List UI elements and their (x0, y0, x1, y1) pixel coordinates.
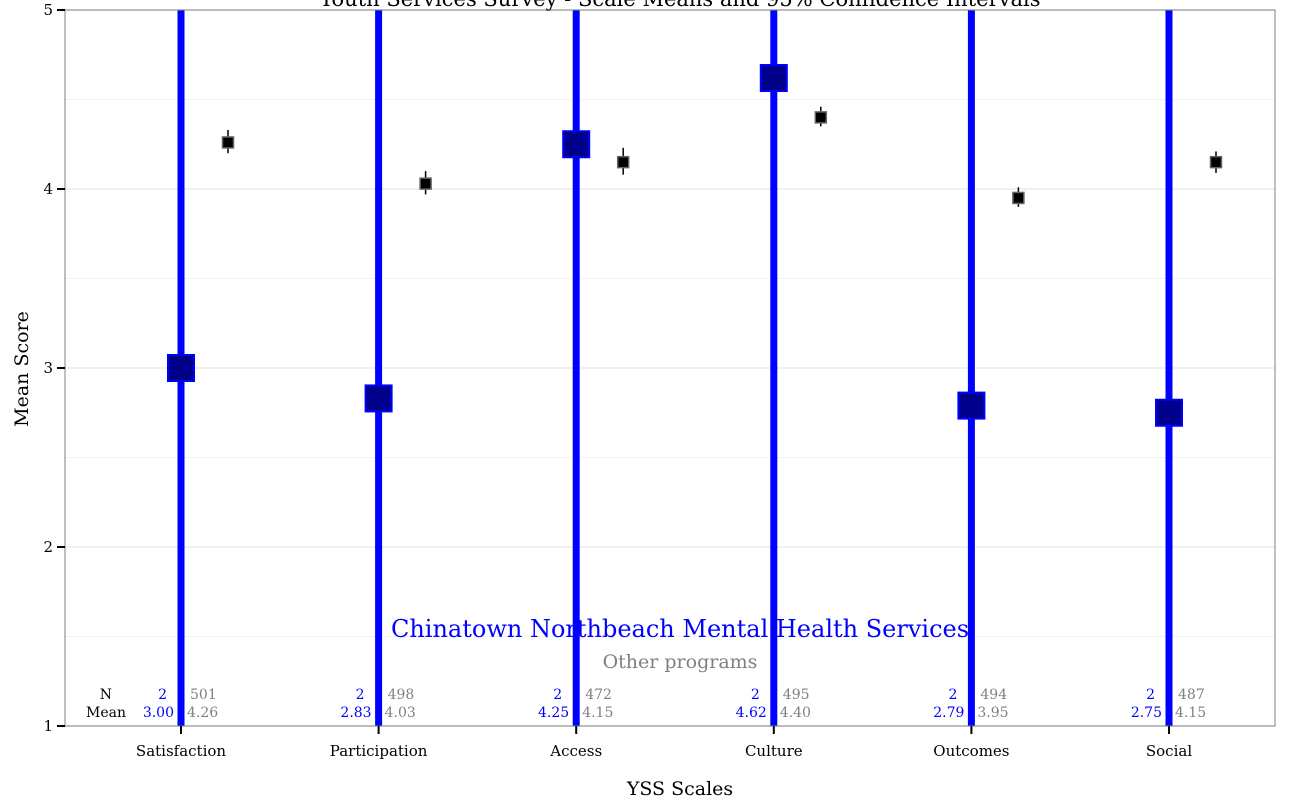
legend-entry-other: Other programs (603, 651, 758, 673)
mean-other: 4.15 (582, 705, 613, 721)
chart-title: Youth Services Survey - Scale Means and … (318, 0, 1040, 11)
point-other (1012, 191, 1025, 205)
mean-main: 2.79 (933, 705, 964, 721)
n-main: 2 (553, 687, 562, 703)
axes: 1 2 3 4 5 Satisfaction Participation Access Cult… (43, 1, 1192, 760)
n-other: 501 (190, 687, 217, 703)
point-other (419, 177, 432, 190)
n-other: 494 (980, 687, 1007, 703)
n-other: 472 (585, 687, 612, 703)
annotation-table: 2 501 3.00 4.26 2 498 2.83 4.03 2 472 4.25 4.15 2 495… (143, 687, 1206, 721)
x-tick-label: Participation (330, 742, 428, 760)
point-other (814, 111, 828, 124)
point-main (562, 130, 591, 159)
n-main: 2 (751, 687, 760, 703)
n-main: 2 (948, 687, 957, 703)
x-tick-label: Social (1146, 742, 1192, 760)
mean-other: 4.40 (780, 705, 811, 721)
point-other (1209, 155, 1223, 169)
n-main: 2 (1146, 687, 1155, 703)
n-main: 2 (356, 687, 365, 703)
point-main (1155, 398, 1183, 427)
x-tick-label: Satisfaction (136, 742, 226, 760)
point-main (364, 384, 393, 413)
x-axis-title: YSS Scales (626, 778, 733, 800)
point-main (167, 354, 195, 382)
n-other: 498 (388, 687, 415, 703)
point-other (616, 155, 630, 169)
mean-main: 2.75 (1131, 705, 1162, 721)
mean-other: 3.95 (977, 705, 1008, 721)
point-main (759, 64, 788, 93)
n-main: 2 (158, 687, 167, 703)
x-tick-label: Culture (745, 742, 803, 760)
table-row-label-n: N (100, 687, 112, 703)
x-tick-label: Access (549, 742, 602, 760)
y-tick-label: 4 (43, 180, 53, 198)
table-row-label-mean: Mean (86, 705, 126, 721)
mean-other: 4.26 (187, 705, 218, 721)
y-axis-title: Mean Score (11, 311, 33, 427)
y-tick-label: 3 (43, 359, 53, 377)
y-tick-label: 2 (43, 538, 53, 556)
mean-main: 3.00 (143, 705, 174, 721)
point-other (221, 136, 235, 149)
x-tick-label: Outcomes (933, 742, 1009, 760)
y-tick-label: 5 (43, 1, 53, 19)
point-main (957, 391, 986, 420)
legend-entry-main: Chinatown Northbeach Mental Health Servi… (391, 615, 969, 643)
data-marks (167, 10, 1223, 726)
mean-main: 4.25 (538, 705, 569, 721)
n-other: 495 (783, 687, 810, 703)
mean-other: 4.03 (385, 705, 416, 721)
mean-main: 2.83 (340, 705, 371, 721)
mean-main: 4.62 (736, 705, 767, 721)
y-tick-label: 1 (43, 717, 53, 735)
mean-other: 4.15 (1175, 705, 1206, 721)
n-other: 487 (1178, 687, 1205, 703)
